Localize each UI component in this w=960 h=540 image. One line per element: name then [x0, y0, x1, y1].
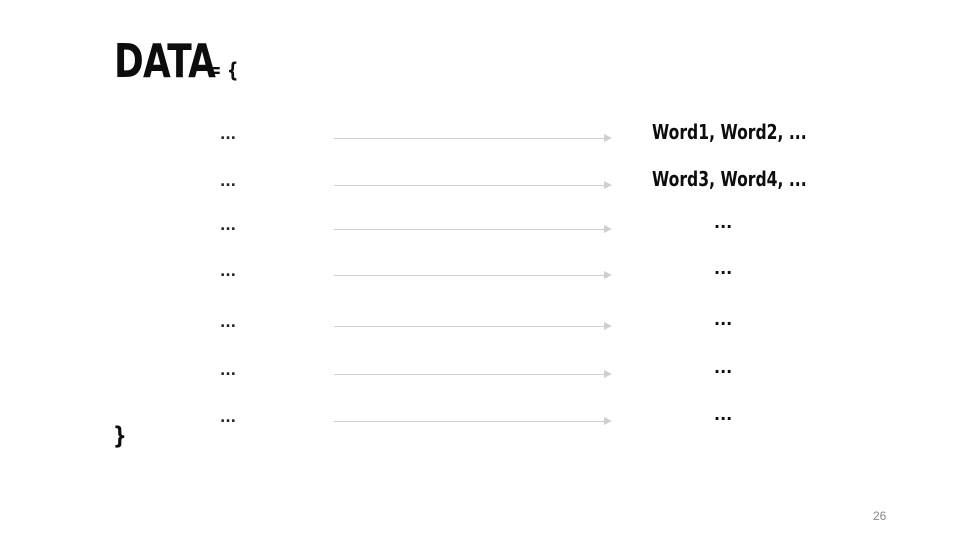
- row-value: ...: [714, 213, 733, 232]
- mapping-row: ... ...: [0, 312, 960, 340]
- mapping-row: ... Word3, Word4, ...: [0, 169, 960, 199]
- row-key: ...: [220, 363, 236, 379]
- slide-title: DATA = {: [114, 38, 244, 84]
- row-key: ...: [220, 315, 236, 331]
- row-value: ...: [714, 358, 733, 377]
- mapping-row: ... ...: [0, 215, 960, 243]
- row-value: ...: [714, 405, 733, 424]
- row-key: ...: [220, 264, 236, 280]
- title-text: DATA: [114, 34, 216, 88]
- row-value: Word1, Word2, ...: [652, 120, 807, 144]
- title-operator: = {: [208, 58, 239, 82]
- row-key: ...: [220, 174, 236, 190]
- mapping-row: ... Word1, Word2, ...: [0, 122, 960, 152]
- row-key: ...: [220, 127, 236, 143]
- arrow-right-icon: [334, 181, 612, 191]
- mapping-row: ... ...: [0, 360, 960, 388]
- arrow-right-icon: [334, 134, 612, 144]
- arrow-right-icon: [334, 225, 612, 235]
- closing-brace: }: [113, 422, 127, 450]
- arrow-right-icon: [334, 370, 612, 380]
- page-number: 26: [873, 509, 887, 523]
- mapping-row: ... ...: [0, 407, 960, 435]
- row-value: ...: [714, 259, 733, 278]
- mapping-row: ... ...: [0, 261, 960, 289]
- row-key: ...: [220, 218, 236, 234]
- arrow-right-icon: [334, 417, 612, 427]
- row-value: Word3, Word4, ...: [652, 167, 807, 191]
- arrow-right-icon: [334, 271, 612, 281]
- arrow-right-icon: [334, 322, 612, 332]
- row-value: ...: [714, 310, 733, 329]
- row-key: ...: [220, 410, 236, 426]
